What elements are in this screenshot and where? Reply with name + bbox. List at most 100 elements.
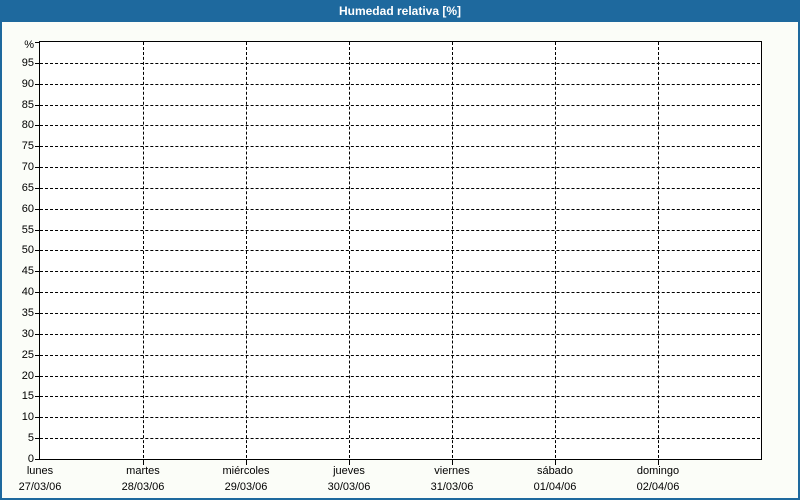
x-label-day: martes [126, 465, 160, 477]
x-label-date: 28/03/06 [121, 481, 165, 493]
x-label-day: viernes [434, 465, 470, 477]
vertical-gridline [452, 42, 453, 458]
x-label-date: 02/04/06 [636, 481, 680, 493]
horizontal-gridline [40, 417, 760, 418]
y-axis-tick [35, 334, 39, 335]
horizontal-gridline [40, 63, 760, 64]
x-category-label: martes 28/03/06 [122, 463, 165, 495]
y-axis-tick [35, 188, 39, 189]
horizontal-gridline [40, 292, 760, 293]
x-axis-tick [658, 460, 659, 465]
vertical-gridline [349, 42, 350, 458]
horizontal-gridline [40, 125, 760, 126]
horizontal-gridline [40, 105, 760, 106]
y-axis-tick [35, 230, 39, 231]
x-category-label: viernes 31/03/06 [431, 463, 474, 495]
x-label-day: sábado [536, 465, 574, 477]
horizontal-gridline [40, 209, 760, 210]
y-axis-tick [35, 167, 39, 168]
x-axis-tick [349, 460, 350, 465]
y-axis-tick [35, 105, 39, 106]
y-axis-tick [35, 417, 39, 418]
horizontal-gridline [40, 376, 760, 377]
y-axis-tick [35, 209, 39, 210]
y-axis-tick [35, 459, 39, 460]
horizontal-gridline [40, 84, 760, 85]
y-tick-label: 95 [21, 57, 34, 69]
y-tick-label: 30 [21, 328, 34, 340]
x-category-label: sábado 01/04/06 [534, 463, 577, 495]
x-label-day: jueves [333, 465, 365, 477]
y-tick-label: 85 [21, 99, 34, 111]
y-axis-tick [35, 396, 39, 397]
horizontal-gridline [40, 230, 760, 231]
y-axis-tick [35, 292, 39, 293]
y-axis-tick [35, 271, 39, 272]
y-tick-label: 65 [21, 182, 34, 194]
y-axis-tick [35, 438, 39, 439]
y-tick-label: 50 [21, 244, 34, 256]
y-tick-label: 10 [21, 411, 34, 423]
vertical-gridline [143, 42, 144, 458]
x-label-date: 31/03/06 [430, 481, 474, 493]
x-label-day: lunes [26, 465, 54, 477]
x-label-date: 30/03/06 [327, 481, 371, 493]
x-axis-tick [143, 460, 144, 465]
y-tick-label: 15 [21, 390, 34, 402]
horizontal-gridline [40, 396, 760, 397]
title-bar: Humedad relativa [%] [0, 0, 800, 22]
chart-title: Humedad relativa [%] [338, 4, 462, 18]
y-tick-label: 45 [21, 265, 34, 277]
y-tick-label: 35 [21, 307, 34, 319]
y-axis-tick [35, 313, 39, 314]
y-axis-tick [35, 84, 39, 85]
y-tick-label: 20 [21, 370, 34, 382]
horizontal-gridline [40, 438, 760, 439]
y-axis-tick [35, 63, 39, 64]
y-axis-tick [35, 376, 39, 377]
x-axis-tick [246, 460, 247, 465]
y-tick-label: 0 [27, 453, 34, 465]
horizontal-gridline [40, 334, 760, 335]
y-tick-label: 60 [21, 203, 34, 215]
horizontal-gridline [40, 250, 760, 251]
vertical-gridline [658, 42, 659, 458]
y-tick-label: 55 [21, 224, 34, 236]
y-tick-label: 90 [21, 78, 34, 90]
x-axis-labels: lunes 27/03/06 martes 28/03/06 miércoles 29/0… [0, 463, 800, 497]
y-axis-tick [35, 250, 39, 251]
y-axis-tick [35, 146, 39, 147]
x-category-label: lunes 27/03/06 [19, 463, 62, 495]
y-tick-label: 5 [27, 432, 34, 444]
x-category-label: domingo 02/04/06 [637, 463, 680, 495]
x-axis-tick [452, 460, 453, 465]
x-category-label: jueves 30/03/06 [328, 463, 371, 495]
horizontal-gridline [40, 188, 760, 189]
horizontal-gridline [40, 355, 760, 356]
x-category-label: miércoles 29/03/06 [222, 463, 269, 495]
y-axis-tick [35, 42, 39, 43]
y-axis-tick [35, 125, 39, 126]
vertical-gridline [246, 42, 247, 458]
x-label-date: 27/03/06 [18, 481, 62, 493]
x-label-day: domingo [636, 465, 680, 477]
x-axis-tick [555, 460, 556, 465]
horizontal-gridline [40, 167, 760, 168]
x-label-day: miércoles [222, 465, 270, 477]
y-tick-label: 75 [21, 140, 34, 152]
y-tick-label: 80 [21, 119, 34, 131]
horizontal-gridline [40, 146, 760, 147]
x-label-date: 01/04/06 [533, 481, 577, 493]
vertical-gridline [555, 42, 556, 458]
horizontal-gridline [40, 313, 760, 314]
y-axis-tick [35, 355, 39, 356]
y-tick-label: 40 [21, 286, 34, 298]
y-tick-label: 25 [21, 349, 34, 361]
horizontal-gridline [40, 271, 760, 272]
y-tick-label: 70 [21, 161, 34, 173]
x-label-date: 29/03/06 [224, 481, 268, 493]
